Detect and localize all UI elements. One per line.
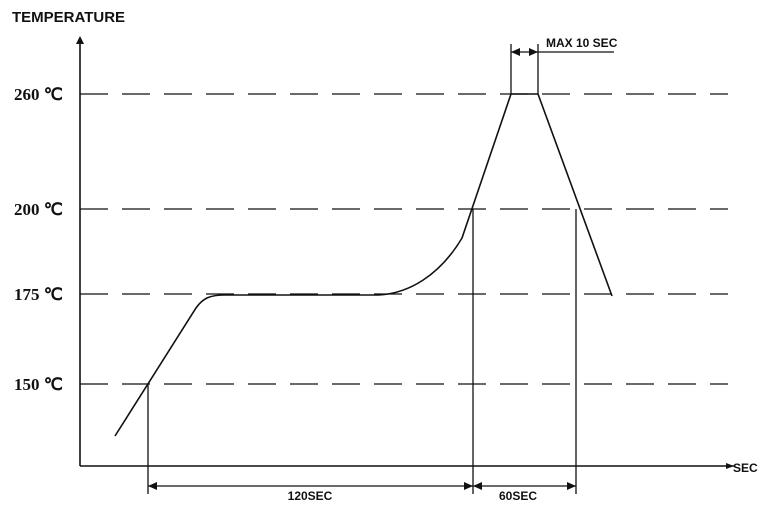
peak-dimension-label: MAX 10 SEC (546, 36, 618, 50)
level-label-200: 200 ℃ (14, 200, 63, 219)
y-axis-arrow (76, 36, 84, 44)
y-axis-title: TEMPERATURE (12, 9, 125, 26)
temperature-profile-curve (114, 93, 613, 437)
x-axis-arrow (726, 463, 734, 469)
x-axis-title: SEC (733, 461, 758, 475)
reflow-dimension-label: 60SEC (499, 489, 537, 503)
level-label-150: 150 ℃ (14, 375, 63, 394)
soak-dimension-label: 120SEC (288, 489, 333, 503)
level-label-175: 175 ℃ (14, 285, 63, 304)
level-label-260: 260 ℃ (14, 85, 63, 104)
